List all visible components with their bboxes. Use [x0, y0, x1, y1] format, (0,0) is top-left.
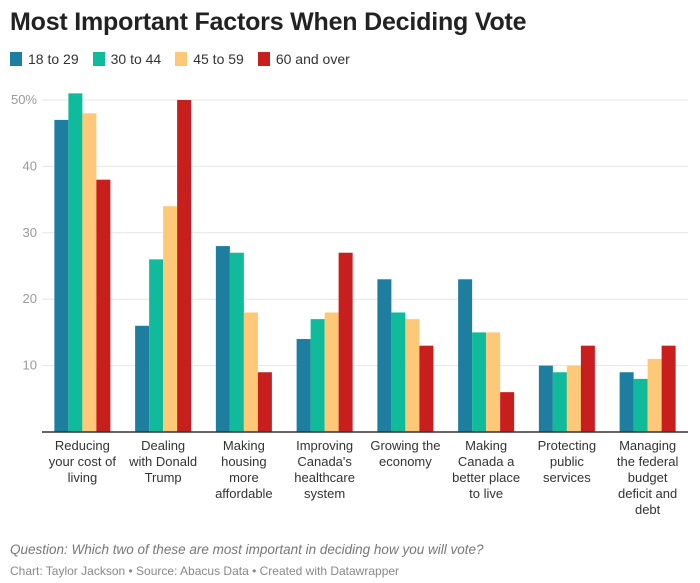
bar-30-to-44 — [472, 332, 487, 432]
legend-label: 30 to 44 — [110, 51, 162, 67]
legend-label: 45 to 59 — [193, 51, 244, 67]
bar-45-to-59 — [163, 206, 178, 432]
bar-45-to-59 — [243, 312, 258, 432]
bar-60-and-over — [177, 100, 192, 432]
bar-18-to-29 — [296, 339, 311, 432]
y-tick-label: 10 — [23, 358, 37, 373]
bar-30-to-44 — [229, 252, 244, 432]
bar-45-to-59 — [405, 319, 420, 432]
chart-title: Most Important Factors When Deciding Vot… — [10, 8, 527, 36]
bar-18-to-29 — [54, 119, 69, 433]
bar-30-to-44 — [68, 93, 83, 433]
bar-45-to-59 — [566, 365, 581, 432]
x-category-label: Growing the economy — [370, 438, 440, 469]
legend: 18 to 29 30 to 44 45 to 59 60 and over — [10, 51, 350, 67]
x-category-label: Reducing your cost of living — [49, 438, 117, 485]
y-tick-label: 40 — [23, 158, 37, 173]
bar-18-to-29 — [215, 246, 230, 432]
x-category-label: Dealing with Donald Trump — [128, 438, 197, 485]
x-category-label: Protecting public services — [538, 438, 597, 485]
legend-swatch — [92, 52, 105, 66]
bar-60-and-over — [96, 179, 111, 432]
bar-60-and-over — [257, 372, 272, 432]
y-tick-label: 30 — [23, 225, 37, 240]
x-category-label: Making Canada a better place to live — [452, 438, 520, 501]
bar-45-to-59 — [82, 113, 97, 432]
bar-18-to-29 — [135, 325, 150, 432]
legend-swatch — [175, 52, 188, 66]
bar-60-and-over — [580, 345, 595, 432]
bar-30-to-44 — [633, 378, 648, 432]
bar-60-and-over — [419, 345, 434, 432]
legend-label: 18 to 29 — [28, 51, 79, 67]
bar-60-and-over — [500, 392, 515, 432]
bar-30-to-44 — [149, 259, 164, 432]
bar-30-to-44 — [310, 319, 325, 432]
legend-item: 45 to 59 — [175, 51, 244, 67]
legend-label: 60 and over — [275, 51, 350, 67]
legend-item: 18 to 29 — [10, 51, 79, 67]
bar-30-to-44 — [391, 312, 406, 432]
bar-60-and-over — [338, 252, 353, 432]
legend-item: 30 to 44 — [92, 51, 162, 67]
bar-18-to-29 — [619, 372, 634, 432]
bar-18-to-29 — [458, 279, 473, 432]
bar-30-to-44 — [552, 372, 567, 432]
chart-credit: Chart: Taylor Jackson • Source: Abacus D… — [10, 564, 400, 578]
bar-18-to-29 — [377, 279, 392, 432]
x-category-label: Managing the federal budget deficit and debt — [617, 438, 679, 517]
x-category-label: Making housing more affordable — [215, 438, 273, 501]
legend-item: 60 and over — [257, 51, 350, 67]
question-note: Question: Which two of these are most im… — [10, 542, 484, 557]
bar-18-to-29 — [538, 365, 553, 432]
bar-45-to-59 — [486, 332, 501, 432]
bar-45-to-59 — [647, 358, 662, 432]
legend-swatch — [10, 52, 22, 66]
legend-swatch — [257, 52, 270, 66]
y-tick-label: 50% — [11, 92, 37, 107]
y-tick-label: 20 — [23, 291, 37, 306]
bar-60-and-over — [661, 345, 676, 432]
x-category-label: Improving Canada's healthcare system — [294, 438, 355, 501]
bar-45-to-59 — [324, 312, 339, 432]
